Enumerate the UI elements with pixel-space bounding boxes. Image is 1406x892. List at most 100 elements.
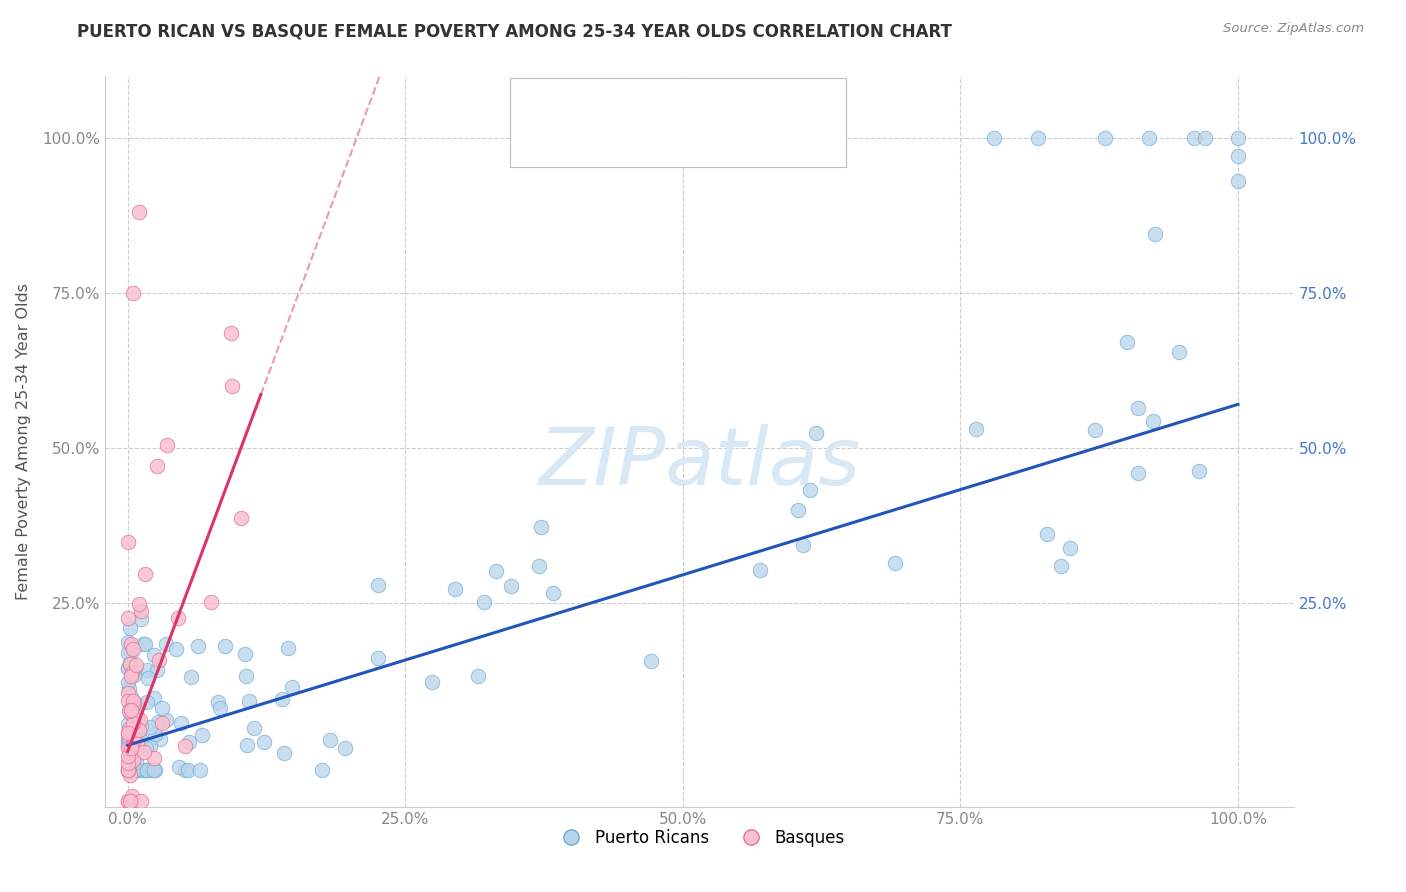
Point (118, 621, 141, 635)
Point (117, 738, 139, 752)
Point (177, 763, 200, 777)
Point (128, 205, 150, 219)
Point (120, 740, 142, 755)
Point (122, 668, 145, 682)
Point (1194, 130, 1216, 145)
Point (117, 661, 139, 675)
Point (142, 691, 165, 706)
Point (748, 563, 770, 577)
Point (128, 730, 150, 744)
Point (117, 794, 139, 808)
Point (121, 698, 143, 713)
Point (118, 704, 141, 718)
Point (118, 794, 141, 808)
Text: R =: R = (561, 95, 600, 113)
Point (118, 753, 141, 767)
Point (117, 717, 139, 731)
Point (233, 647, 256, 661)
Point (118, 763, 141, 777)
Point (238, 694, 260, 708)
Point (122, 285, 145, 300)
Point (640, 654, 662, 668)
Point (117, 635, 139, 649)
Point (117, 661, 139, 675)
Point (142, 648, 165, 662)
Point (273, 747, 295, 761)
Point (128, 713, 150, 727)
Point (1227, 174, 1250, 188)
Point (139, 739, 162, 753)
Point (311, 763, 333, 777)
Point (117, 724, 139, 739)
Point (883, 556, 905, 570)
Point (173, 763, 195, 777)
Point (120, 656, 142, 670)
Point (180, 670, 202, 684)
Point (125, 737, 148, 751)
Point (235, 669, 257, 683)
Point (121, 666, 143, 681)
Point (117, 763, 139, 777)
Point (118, 763, 141, 777)
Point (125, 697, 148, 711)
Point (1137, 130, 1160, 145)
Point (253, 735, 276, 749)
Point (117, 734, 139, 748)
Point (118, 735, 141, 749)
Point (129, 603, 152, 617)
Point (120, 646, 142, 660)
Point (277, 640, 299, 655)
Point (200, 595, 222, 609)
Point (124, 763, 146, 777)
Point (135, 763, 157, 777)
Point (129, 731, 152, 746)
Point (118, 768, 141, 782)
Text: N =: N = (631, 95, 683, 113)
Y-axis label: Female Poverty Among 25-34 Year Olds: Female Poverty Among 25-34 Year Olds (17, 283, 31, 600)
Legend: Puerto Ricans, Basques: Puerto Ricans, Basques (548, 822, 851, 854)
Point (231, 510, 253, 524)
Point (122, 694, 145, 708)
Point (150, 700, 173, 714)
Point (124, 763, 146, 777)
Point (134, 566, 156, 581)
Point (983, 130, 1005, 145)
Text: R =: R = (561, 137, 600, 155)
Point (485, 564, 508, 578)
Point (1094, 130, 1116, 145)
Point (135, 741, 157, 756)
Text: 0.717: 0.717 (592, 95, 644, 113)
Point (117, 686, 139, 700)
Point (125, 763, 148, 777)
Point (124, 763, 146, 777)
Point (118, 703, 141, 717)
Point (129, 718, 152, 732)
Point (120, 793, 142, 807)
Point (243, 721, 266, 735)
Point (179, 735, 201, 749)
Point (117, 748, 139, 763)
Point (148, 653, 170, 667)
Point (143, 727, 166, 741)
Point (121, 734, 143, 748)
Point (121, 763, 143, 777)
Point (146, 714, 169, 729)
Point (118, 722, 141, 736)
Point (156, 438, 179, 452)
Point (208, 701, 231, 715)
Point (1182, 130, 1205, 145)
Point (117, 794, 139, 808)
Text: ZIPatlas: ZIPatlas (538, 425, 860, 502)
Text: 133: 133 (666, 95, 700, 113)
Point (118, 741, 141, 756)
Text: 55: 55 (666, 137, 689, 155)
Point (129, 763, 152, 777)
Point (122, 697, 145, 711)
Point (125, 740, 148, 755)
Point (792, 538, 814, 552)
Point (124, 661, 146, 675)
Point (120, 637, 142, 651)
Point (174, 739, 197, 754)
Point (333, 740, 356, 755)
Point (1142, 414, 1164, 428)
